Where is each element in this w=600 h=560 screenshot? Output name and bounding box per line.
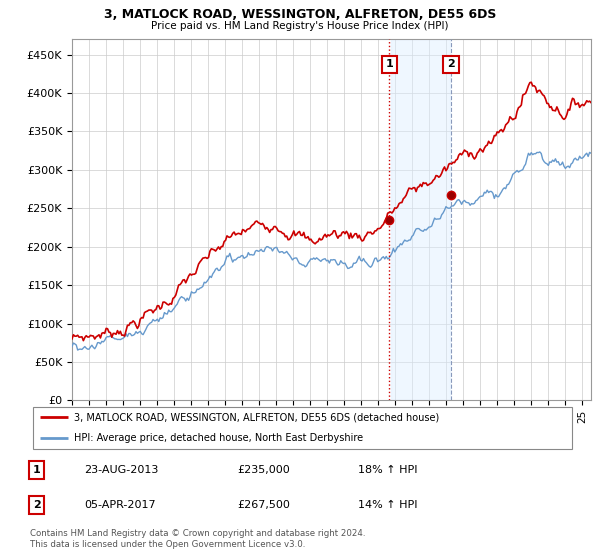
Text: 1: 1 [32,465,40,475]
Text: 3, MATLOCK ROAD, WESSINGTON, ALFRETON, DE55 6DS (detached house): 3, MATLOCK ROAD, WESSINGTON, ALFRETON, D… [74,412,439,422]
Text: Price paid vs. HM Land Registry's House Price Index (HPI): Price paid vs. HM Land Registry's House … [151,21,449,31]
Text: £267,500: £267,500 [238,500,290,510]
Text: 18% ↑ HPI: 18% ↑ HPI [358,465,417,475]
Text: 2: 2 [447,59,455,69]
FancyBboxPatch shape [33,407,572,449]
Text: 2: 2 [32,500,40,510]
Text: 23-AUG-2013: 23-AUG-2013 [85,465,159,475]
Text: 05-APR-2017: 05-APR-2017 [85,500,156,510]
Text: Contains HM Land Registry data © Crown copyright and database right 2024.
This d: Contains HM Land Registry data © Crown c… [30,529,365,549]
Text: 3, MATLOCK ROAD, WESSINGTON, ALFRETON, DE55 6DS: 3, MATLOCK ROAD, WESSINGTON, ALFRETON, D… [104,8,496,21]
Text: 1: 1 [385,59,393,69]
Text: £235,000: £235,000 [238,465,290,475]
Text: HPI: Average price, detached house, North East Derbyshire: HPI: Average price, detached house, Nort… [74,433,363,444]
Text: 14% ↑ HPI: 14% ↑ HPI [358,500,417,510]
